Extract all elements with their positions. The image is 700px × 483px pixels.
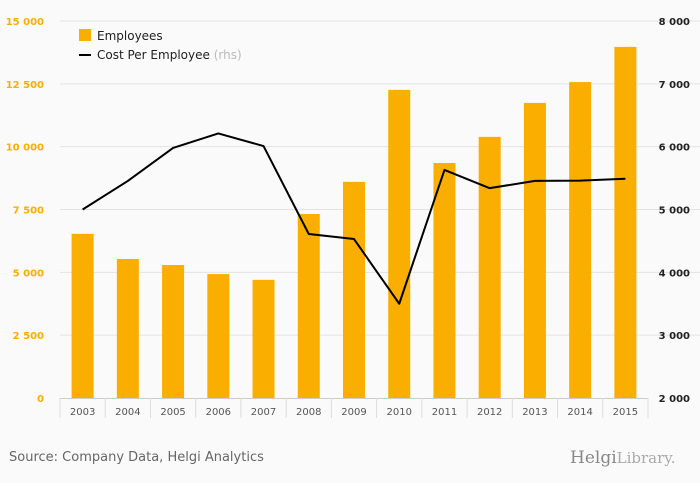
bar-employees-2004 <box>116 259 139 398</box>
left-axis-tick: 10 000 <box>6 143 44 154</box>
bar-employees-2011 <box>433 163 456 398</box>
x-axis-tick: 2007 <box>251 407 276 418</box>
bar-employees-2009 <box>343 181 365 398</box>
x-axis-tick: 2013 <box>522 407 547 418</box>
bar-employees-2008 <box>297 214 320 398</box>
x-axis-tick: 2003 <box>70 407 95 418</box>
x-axis-tick: 2004 <box>115 407 140 418</box>
x-axis-tick: 2008 <box>296 407 321 418</box>
bar-employees-2014 <box>569 82 592 398</box>
x-axis-tick: 2006 <box>206 407 231 418</box>
x-axis-tick: 2009 <box>341 407 366 418</box>
legend-label-cost: Cost Per Employee (rhs) <box>97 48 242 62</box>
bar-employees-2013 <box>523 102 546 399</box>
left-axis-tick: 12 500 <box>6 80 44 91</box>
source-note: Source: Company Data, Helgi Analytics <box>9 450 264 465</box>
left-axis-tick: 15 000 <box>6 17 44 28</box>
bar-employees-2012 <box>478 136 501 398</box>
bar-employees-2007 <box>252 279 275 398</box>
x-axis-tick: 2011 <box>432 407 457 418</box>
x-axis-tick: 2015 <box>613 407 638 418</box>
x-axis-tick: 2014 <box>567 407 592 418</box>
right-axis-tick: 3 000 <box>659 331 690 342</box>
x-axis-tick: 2012 <box>477 407 502 418</box>
left-axis-tick: 0 <box>37 394 44 405</box>
helgi-library-logo: HelgiLibrary. <box>570 448 676 468</box>
right-axis-tick: 5 000 <box>659 206 690 217</box>
right-axis-tick: 4 000 <box>659 268 690 279</box>
x-axis-tick: 2010 <box>387 407 412 418</box>
legend-label-employees: Employees <box>97 29 163 43</box>
right-axis-tick: 7 000 <box>659 80 690 91</box>
bar-employees-2006 <box>207 274 230 398</box>
bar-employees-2003 <box>71 233 94 398</box>
right-axis-tick: 2 000 <box>659 394 690 405</box>
chart: 0 2 500 5 000 7 500 10 000 12 500 15 000 2 000 3… <box>6 17 700 418</box>
bar-employees-2010 <box>388 89 411 399</box>
legend-swatch-employees <box>79 29 91 41</box>
left-axis-tick: 7 500 <box>13 206 44 217</box>
left-axis-tick: 2 500 <box>13 331 44 342</box>
legend-rhs-note: (rhs) <box>214 48 242 62</box>
x-axis-tick: 2005 <box>160 407 185 418</box>
bar-employees-2015 <box>614 46 637 399</box>
right-axis-tick: 8 000 <box>659 17 690 28</box>
right-axis-tick: 6 000 <box>659 143 690 154</box>
bar-employees-2005 <box>162 265 185 398</box>
left-axis-tick: 5 000 <box>13 268 44 279</box>
